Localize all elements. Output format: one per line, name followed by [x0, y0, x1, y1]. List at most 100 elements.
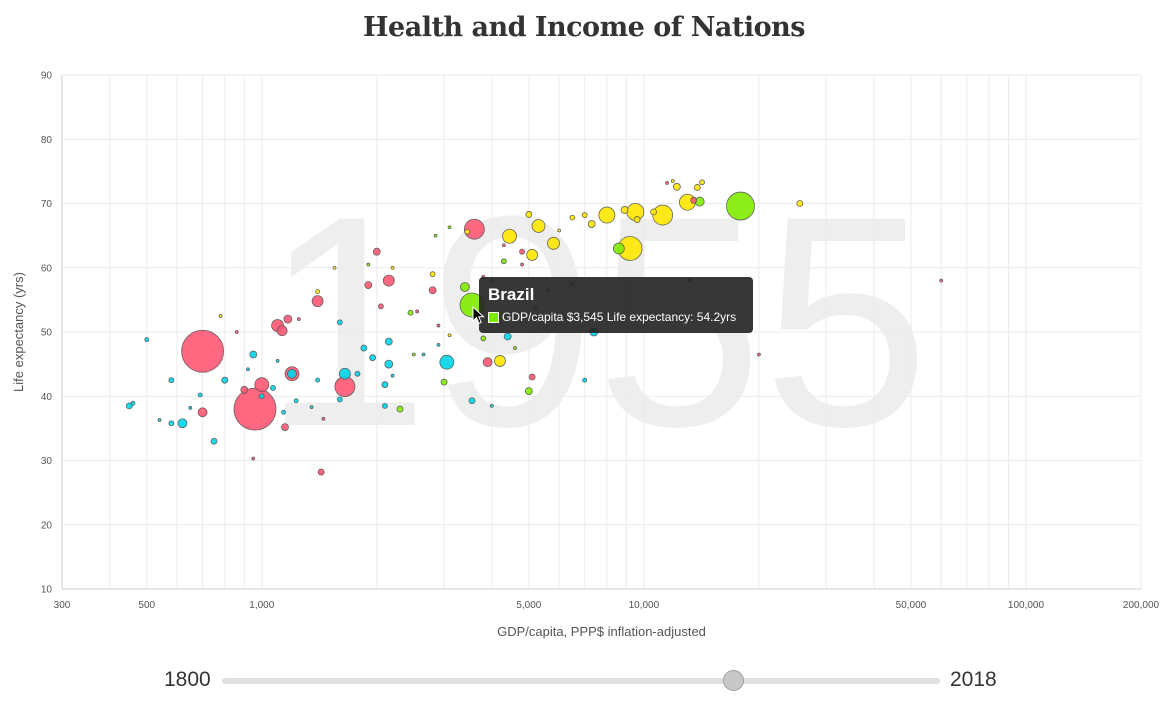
country-bubble [415, 309, 420, 314]
x-tick-label: 200,000 [1123, 600, 1160, 611]
country-bubble [440, 378, 448, 386]
tooltip-country-name: Brazil [488, 285, 535, 304]
x-tick-label: 10,000 [629, 600, 660, 611]
y-tick-label: 20 [41, 520, 53, 531]
country-bubble [276, 325, 288, 337]
country-bubble [526, 248, 539, 261]
country-bubble [672, 182, 681, 191]
country-bubble [620, 206, 629, 214]
mouse-pointer-icon [472, 306, 485, 325]
country-bubble [652, 204, 674, 226]
country-bubble [459, 282, 470, 292]
x-axis-title: GDP/capita, PPP$ inflation-adjusted [497, 624, 706, 639]
country-bubble [436, 342, 441, 347]
country-bubble [283, 314, 293, 324]
country-bubble [557, 228, 562, 233]
country-bubble [296, 317, 301, 322]
country-bubble [360, 344, 368, 352]
country-bubble [390, 265, 395, 270]
country-bubble [281, 409, 286, 415]
country-bubble [381, 381, 389, 389]
country-tooltip: Brazil GDP/capita $3,545 Life expectancy… [479, 277, 753, 333]
country-bubble [665, 181, 669, 185]
country-bubble [670, 179, 675, 183]
y-tick-label: 60 [41, 263, 53, 274]
country-bubble [317, 468, 325, 476]
y-tick-label: 70 [41, 199, 53, 210]
y-tick-label: 10 [41, 585, 53, 596]
country-bubble [598, 206, 616, 224]
country-bubble [372, 247, 381, 256]
country-bubble [254, 377, 270, 393]
country-bubble [197, 392, 203, 398]
country-bubble [693, 184, 701, 191]
country-bubble [587, 220, 596, 228]
country-bubble [336, 396, 343, 403]
country-bubble [188, 405, 193, 410]
y-axis-title: Life expectancy (yrs) [11, 272, 26, 392]
country-bubble [309, 405, 314, 410]
country-bubble [168, 420, 175, 427]
country-bubble [429, 271, 436, 278]
country-bubble [582, 377, 588, 383]
country-bubble [338, 367, 351, 380]
country-bubble [503, 332, 512, 341]
country-bubble [197, 407, 208, 418]
country-bubble [699, 179, 705, 186]
country-bubble [480, 335, 487, 342]
country-bubble [428, 286, 437, 295]
country-bubble [407, 309, 414, 316]
country-bubble [447, 225, 452, 230]
country-bubble [796, 200, 804, 207]
country-bubble [411, 352, 416, 357]
y-tick-label: 40 [41, 392, 53, 403]
country-bubble [364, 281, 373, 289]
country-bubble [210, 437, 218, 445]
country-bubble [378, 303, 384, 310]
country-bubble [520, 262, 524, 267]
country-bubble [519, 248, 525, 255]
x-tick-label: 50,000 [896, 600, 927, 611]
country-bubble [396, 405, 404, 413]
slider-min-year: 1800 [164, 668, 211, 691]
country-bubble [234, 330, 239, 334]
y-tick-label: 50 [41, 328, 53, 339]
country-bubble [181, 329, 225, 373]
year-slider[interactable]: 1800 2018 [150, 664, 1010, 698]
country-bubble [531, 219, 546, 233]
x-tick-label: 1,000 [249, 600, 274, 611]
country-bubble [528, 373, 536, 381]
x-tick-label: 5,000 [516, 600, 541, 611]
country-bubble [501, 243, 506, 248]
country-bubble [130, 400, 136, 406]
x-tick-label: 500 [138, 600, 155, 611]
country-bubble [547, 236, 560, 250]
country-bubble [494, 355, 506, 367]
tooltip-row: GDP/capita $3,545 Life expectancy: 54.2y… [488, 310, 744, 324]
country-bubble [382, 274, 395, 287]
country-bubble [726, 191, 755, 221]
country-bubble [369, 354, 377, 362]
country-bubble [315, 377, 321, 383]
country-bubble [690, 196, 698, 204]
country-bubble [436, 323, 441, 328]
country-bubble [468, 397, 476, 405]
y-tick-label: 30 [41, 456, 53, 467]
country-bubble [366, 262, 371, 267]
country-bubble [168, 377, 175, 384]
slider-thumb[interactable] [722, 670, 744, 691]
y-tick-label: 90 [41, 71, 53, 82]
country-bubble [240, 385, 249, 394]
slider-track[interactable] [222, 678, 940, 684]
country-bubble [321, 416, 326, 421]
country-bubble [463, 218, 485, 240]
country-bubble [525, 211, 533, 218]
country-bubble [489, 403, 494, 408]
country-bubble [513, 346, 517, 350]
country-bubble [218, 314, 223, 318]
country-bubble [569, 214, 576, 221]
country-bubble [144, 337, 150, 343]
country-bubble [246, 367, 250, 372]
slider-max-year: 2018 [950, 668, 997, 691]
country-bubble [384, 359, 394, 369]
